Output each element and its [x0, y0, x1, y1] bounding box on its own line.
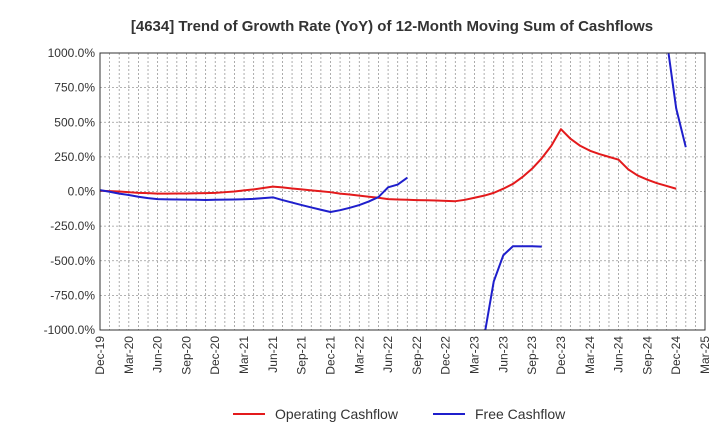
y-tick-label: 0.0%	[68, 185, 96, 199]
y-tick-label: 750.0%	[54, 81, 95, 95]
x-tick-label: Sep-23	[525, 336, 539, 375]
x-tick-label: Dec-21	[323, 336, 337, 375]
x-tick-label: Sep-22	[410, 336, 424, 375]
legend-label-2: Free Cashflow	[475, 406, 566, 422]
x-tick-label: Mar-24	[583, 336, 597, 374]
legend-label-1: Operating Cashflow	[275, 406, 399, 422]
free-cashflow-line-segment-2	[484, 245, 542, 330]
y-tick-label: -250.0%	[50, 219, 95, 233]
y-tick-label: -1000.0%	[44, 323, 96, 337]
plot-area	[100, 53, 687, 330]
x-tick-label: Jun-20	[151, 336, 165, 373]
x-tick-label: Sep-20	[179, 336, 193, 375]
x-tick-label: Mar-21	[237, 336, 251, 374]
x-tick-label: Dec-20	[208, 336, 222, 375]
y-tick-label: 500.0%	[54, 115, 95, 129]
x-tick-label: Mar-22	[352, 336, 366, 374]
x-tick-label: Mar-23	[468, 336, 482, 374]
x-tick-label: Sep-21	[295, 336, 309, 375]
plot-frame	[99, 52, 706, 331]
x-tick-label: Jun-22	[381, 336, 395, 373]
operating-cashflow-line	[100, 128, 677, 203]
x-tick-label: Mar-20	[122, 336, 136, 374]
chart-title: [4634] Trend of Growth Rate (YoY) of 12-…	[131, 18, 653, 35]
x-tick-label: Dec-19	[93, 336, 107, 375]
x-tick-label: Jun-23	[496, 336, 510, 373]
y-tick-label: -500.0%	[50, 254, 95, 268]
x-tick-label: Jun-24	[612, 336, 626, 373]
grid	[100, 53, 705, 330]
free-cashflow-line-segment-3	[667, 53, 687, 148]
y-tick-label: 250.0%	[54, 150, 95, 164]
x-tick-label: Jun-21	[266, 336, 280, 373]
free-cashflow-line-segment-1	[100, 176, 408, 213]
x-tick-label: Dec-22	[439, 336, 453, 375]
x-tick-label: Dec-23	[554, 336, 568, 375]
axes: 1000.0% 750.0% 500.0% 250.0% 0.0% -250.0% -500…	[44, 46, 712, 375]
legend: Operating Cashflow Free Cashflow	[233, 406, 566, 422]
x-tick-label: Sep-24	[640, 336, 654, 375]
y-tick-label: 1000.0%	[48, 46, 96, 60]
x-tick-label: Mar-25	[698, 336, 712, 374]
y-tick-label: -750.0%	[50, 288, 95, 302]
x-tick-label: Dec-24	[669, 336, 683, 375]
